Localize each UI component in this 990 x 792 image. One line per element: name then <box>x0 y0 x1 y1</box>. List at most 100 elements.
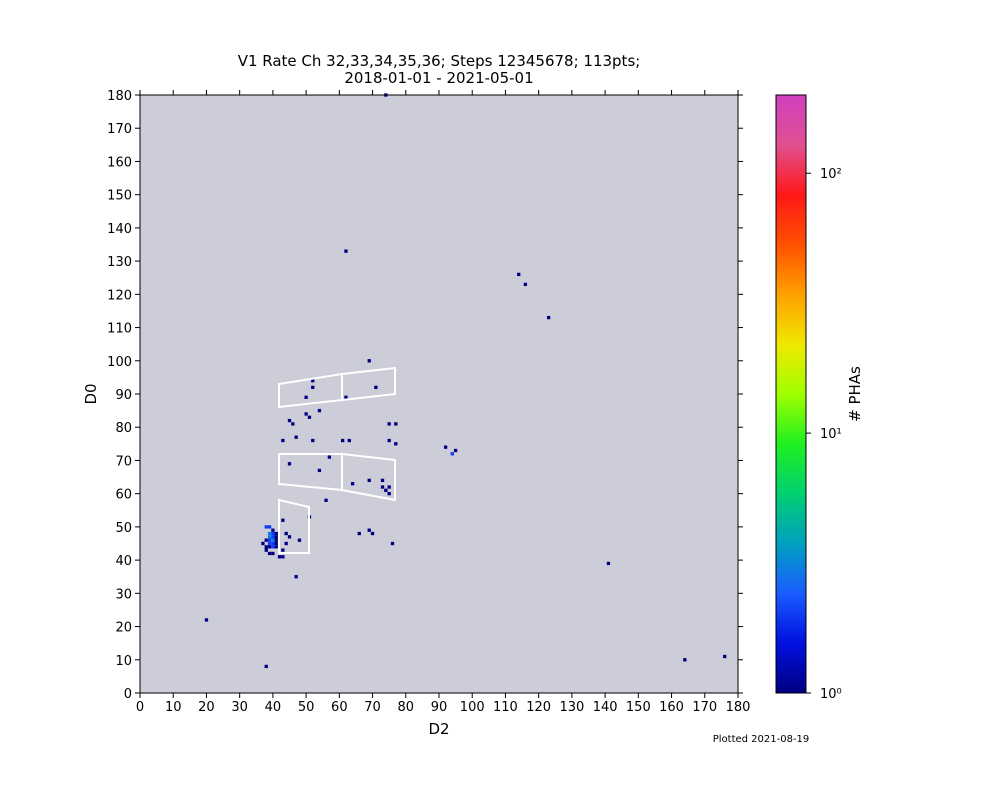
x-tick-label: 140 <box>593 700 618 715</box>
x-tick-label: 10 <box>165 700 182 715</box>
histogram-cell <box>394 422 398 426</box>
histogram-cell <box>344 249 348 253</box>
histogram-cell <box>523 282 528 287</box>
histogram-cell <box>370 531 375 536</box>
histogram-cell <box>271 531 275 536</box>
histogram-cell <box>274 545 278 549</box>
y-tick-label: 60 <box>115 488 132 503</box>
y-tick-label: 150 <box>107 189 132 204</box>
colorbar-label: # PHAs <box>846 366 864 422</box>
y-tick-label: 0 <box>124 687 132 702</box>
histogram-cell <box>387 485 391 489</box>
histogram-cell <box>453 448 458 453</box>
plot-note: Plotted 2021-08-19 <box>713 734 810 745</box>
x-tick-label: 120 <box>526 700 551 715</box>
histogram-cell <box>267 535 272 539</box>
histogram-cell <box>367 528 371 532</box>
x-tick-label: 170 <box>692 700 717 715</box>
histogram-cell <box>450 452 454 456</box>
x-tick-label: 90 <box>431 700 448 715</box>
histogram-cell <box>384 488 388 493</box>
x-tick-label: 100 <box>460 700 485 715</box>
histogram-cell <box>347 438 351 443</box>
histogram-cell <box>264 548 268 552</box>
x-tick-label: 60 <box>331 700 348 715</box>
histogram-cell <box>274 531 278 536</box>
histogram-cell <box>380 485 385 489</box>
y-tick-label: 180 <box>107 89 132 104</box>
y-tick-label: 120 <box>107 288 132 303</box>
x-tick-label: 110 <box>493 700 518 715</box>
x-axis-label: D2 <box>428 720 449 738</box>
histogram-cell <box>291 422 295 426</box>
x-tick-label: 40 <box>265 700 282 715</box>
histogram-cell <box>350 482 355 486</box>
histogram-cell <box>380 478 385 483</box>
y-tick-label: 100 <box>107 355 132 370</box>
histogram-cell <box>267 538 272 542</box>
histogram-cell <box>267 551 272 556</box>
y-tick-label: 50 <box>115 521 132 536</box>
histogram-cell <box>367 478 371 483</box>
histogram-cell <box>271 538 275 542</box>
histogram-cell <box>261 541 265 546</box>
histogram-cell <box>264 545 268 549</box>
histogram-cell <box>387 438 391 443</box>
y-tick-label: 90 <box>115 388 132 403</box>
histogram-cell <box>340 438 345 443</box>
y-tick-label: 80 <box>115 421 132 436</box>
histogram-cell <box>683 658 687 662</box>
histogram-cell <box>271 535 275 539</box>
histogram-cell <box>204 618 209 622</box>
x-tick-label: 160 <box>659 700 684 715</box>
histogram-cell <box>274 541 278 546</box>
histogram-cell <box>294 435 298 439</box>
histogram-cell <box>311 438 315 443</box>
plot-background <box>140 95 738 693</box>
histogram-cell <box>357 531 361 536</box>
histogram-cell <box>271 545 275 549</box>
x-tick-label: 180 <box>726 700 751 715</box>
chart-title: V1 Rate Ch 32,33,34,35,36; Steps 1234567… <box>238 52 641 70</box>
histogram-cell <box>311 379 315 383</box>
y-tick-label: 40 <box>115 554 132 569</box>
histogram-cell <box>271 541 275 546</box>
region-outline <box>341 366 396 402</box>
x-tick-label: 150 <box>626 700 651 715</box>
histogram-cell <box>267 545 272 549</box>
y-tick-label: 140 <box>107 222 132 237</box>
histogram-cell <box>517 272 521 277</box>
histogram-cell <box>723 654 727 659</box>
histogram-cell <box>304 412 308 416</box>
colorbar-tick-label: 10² <box>820 167 842 182</box>
histogram-cell <box>267 525 272 529</box>
histogram-cell <box>264 525 268 529</box>
histogram-cell <box>281 548 285 552</box>
x-tick-label: 30 <box>231 700 248 715</box>
histogram-cell <box>284 531 288 536</box>
histogram-cell <box>387 492 391 496</box>
histogram-cell <box>284 541 288 546</box>
histogram-cell <box>281 438 285 443</box>
chart-subtitle: 2018-01-01 - 2021-05-01 <box>344 69 533 87</box>
histogram-cell <box>264 664 268 669</box>
histogram-cell <box>287 462 292 466</box>
histogram-cell <box>281 555 285 559</box>
histogram-cell <box>294 575 298 579</box>
histogram-cell <box>324 498 328 502</box>
marks <box>204 93 727 669</box>
histogram-cell <box>277 555 282 559</box>
histogram-cell <box>274 538 278 542</box>
histogram-cell <box>271 528 275 532</box>
y-tick-label: 10 <box>115 654 132 669</box>
histogram-cell <box>367 359 371 363</box>
histogram-cell <box>267 531 272 536</box>
y-axis-label: D0 <box>82 383 100 404</box>
x-tick-label: 50 <box>298 700 315 715</box>
histogram-cell <box>271 551 275 556</box>
histogram-cell <box>304 395 308 399</box>
histogram-cell <box>394 442 398 446</box>
histogram-cell <box>344 395 348 399</box>
region-outline <box>278 498 310 554</box>
